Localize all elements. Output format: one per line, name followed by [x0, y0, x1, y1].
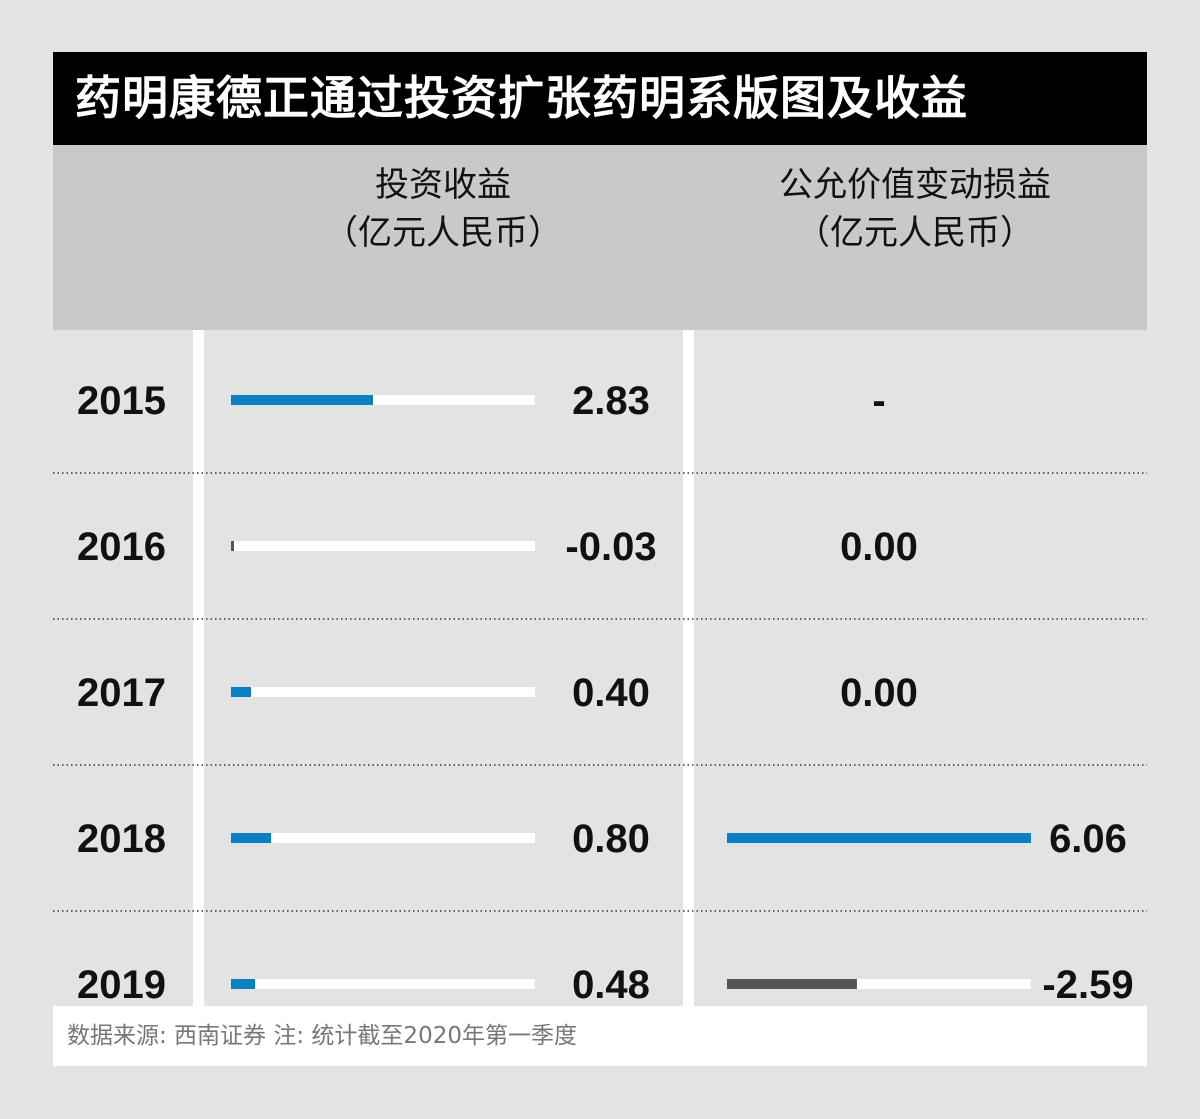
year-label-2017: 2017 [77, 671, 166, 715]
column-header-fair-value-name: 公允价值变动损益 [779, 165, 1051, 205]
year-label-2016: 2016 [77, 525, 166, 569]
bar-track-s1-2019 [231, 979, 535, 989]
year-label-2015: 2015 [77, 379, 166, 423]
value-label-s1-2019: 0.48 [572, 963, 650, 1006]
year-label-2018: 2018 [77, 817, 166, 861]
value-label-s2-2019: -2.59 [1042, 963, 1133, 1006]
chart-title: 药明康德正通过投资扩张药明系版图及收益 [53, 52, 1147, 145]
bar-track-s1-2018 [231, 833, 535, 843]
column-header-row: 投资收益 （亿元人民币） 公允价值变动损益 （亿元人民币） [53, 145, 1147, 330]
bar-chart-svg: 2015 2.83 - 2016 -0.03 0.00 2017 0.40 0.00 2018 0.… [53, 379, 1147, 1006]
value-label-s2-2017: 0.00 [840, 671, 918, 715]
bar-s1-2017 [231, 687, 252, 697]
value-label-s1-2016: -0.03 [565, 525, 656, 569]
value-label-s1-2017: 0.40 [572, 671, 650, 715]
column-header-investment-income-unit: （亿元人民币） [324, 213, 562, 253]
column-header-investment-income: 投资收益 （亿元人民币） [203, 161, 683, 257]
value-label-s2-2015: - [872, 379, 885, 423]
bar-s2-2018 [727, 833, 1031, 843]
source-note: 数据来源: 西南证券 注: 统计截至2020年第一季度 [53, 1006, 1147, 1066]
value-label-s1-2015: 2.83 [572, 379, 650, 423]
value-label-s2-2018: 6.06 [1049, 817, 1127, 861]
column-header-investment-income-name: 投资收益 [375, 165, 511, 205]
bar-s1-2016 [231, 541, 234, 551]
bar-track-s2-2019 [727, 979, 1031, 989]
chart-body: 2015 2.83 - 2016 -0.03 0.00 2017 0.40 0.00 2018 0.… [53, 330, 1147, 1006]
bar-s2-2019 [727, 979, 857, 989]
column-divider-1 [193, 330, 204, 1006]
value-label-s2-2016: 0.00 [840, 525, 918, 569]
column-divider-2 [683, 330, 694, 1006]
bar-track-s1-2015 [231, 395, 535, 405]
bar-track-s1-2016 [231, 541, 535, 551]
bar-s1-2015 [231, 395, 373, 405]
bar-track-s1-2017 [231, 687, 535, 697]
infographic: 药明康德正通过投资扩张药明系版图及收益 投资收益 （亿元人民币） 公允价值变动损… [53, 52, 1147, 1066]
column-header-fair-value: 公允价值变动损益 （亿元人民币） [683, 161, 1147, 257]
column-header-fair-value-unit: （亿元人民币） [796, 213, 1034, 253]
year-label-2019: 2019 [77, 963, 166, 1006]
bar-s1-2019 [231, 979, 256, 989]
bar-s1-2018 [231, 833, 272, 843]
value-label-s1-2018: 0.80 [572, 817, 650, 861]
